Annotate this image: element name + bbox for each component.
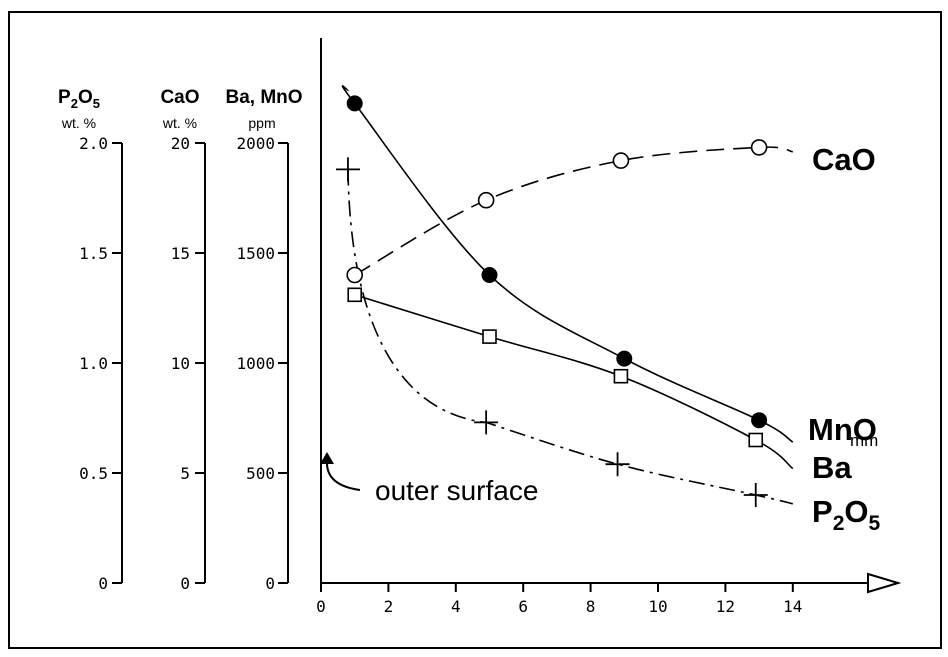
x-tick-label: 0 bbox=[316, 597, 326, 616]
series-p2o5-point bbox=[335, 157, 360, 182]
x-axis-unit: mm bbox=[850, 431, 878, 450]
series-label-p2o5: P2O5 bbox=[812, 494, 881, 535]
series-cao-line bbox=[354, 146, 793, 276]
x-tick-label: 8 bbox=[586, 597, 596, 616]
cao-axis-unit: wt. % bbox=[162, 115, 197, 131]
p2o5-tick-label: 1.5 bbox=[79, 244, 108, 263]
cao-tick-label: 15 bbox=[171, 244, 190, 263]
x-tick-label: 2 bbox=[384, 597, 394, 616]
p2o5-tick-label: 1.0 bbox=[79, 354, 108, 373]
x-tick-label: 14 bbox=[783, 597, 802, 616]
cao-tick-label: 0 bbox=[180, 574, 190, 593]
cao-tick-label: 5 bbox=[180, 464, 190, 483]
p2o5-axis-title: P2O5 bbox=[58, 87, 100, 111]
cao-tick-label: 10 bbox=[171, 354, 190, 373]
series-p2o5-line bbox=[347, 169, 793, 505]
p2o5-tick-label: 0 bbox=[98, 574, 108, 593]
cao-axis-title: CaO bbox=[160, 87, 199, 108]
bamno-tick-label: 1500 bbox=[236, 244, 275, 263]
series-label-ba: Ba bbox=[812, 450, 852, 485]
series-cao-point bbox=[346, 266, 364, 284]
series-label-mno: MnO bbox=[808, 412, 877, 447]
x-tick-label: 10 bbox=[648, 597, 667, 616]
p2o5-tick-label: 0.5 bbox=[79, 464, 108, 483]
bamno-tick-label: 500 bbox=[246, 464, 275, 483]
series-ba-point bbox=[347, 287, 363, 303]
series-label-cao: CaO bbox=[812, 142, 876, 177]
chart-border bbox=[8, 11, 942, 649]
p2o5-axis-unit: wt. % bbox=[61, 115, 96, 131]
series-p2o5-point bbox=[605, 452, 630, 477]
series-cao-point bbox=[612, 152, 630, 169]
series-mno-point bbox=[616, 350, 633, 367]
series-ba-point bbox=[482, 329, 497, 344]
x-axis-arrow bbox=[867, 572, 902, 594]
series-mno-line bbox=[341, 85, 794, 443]
series-ba-point bbox=[613, 368, 629, 384]
outer-surface-pointer bbox=[326, 462, 361, 491]
series-ba-point bbox=[748, 432, 764, 448]
markers-layer bbox=[335, 95, 768, 507]
x-tick-label: 12 bbox=[716, 597, 735, 616]
outer-surface-arrowhead bbox=[320, 452, 334, 464]
bamno-axis-title: Ba, MnO bbox=[225, 87, 302, 108]
series-cao-point bbox=[750, 139, 768, 156]
axes-layer: 0 0.5 1.0 1.5 2.0 0 5 10 15 20 0 500 1000 1500 2000 0 2 4… bbox=[79, 38, 902, 616]
bamno-tick-label: 2000 bbox=[236, 134, 275, 153]
series-p2o5-point bbox=[743, 483, 768, 507]
bamno-axis-unit: ppm bbox=[248, 115, 275, 131]
x-tick-label: 4 bbox=[451, 597, 461, 616]
series-ba-line bbox=[354, 294, 794, 470]
series-mno-point bbox=[346, 95, 363, 112]
series-p2o5-point bbox=[474, 410, 499, 435]
bamno-tick-label: 1000 bbox=[236, 354, 275, 373]
x-tick-label: 6 bbox=[518, 597, 528, 616]
series-mno-point bbox=[751, 412, 768, 429]
bamno-tick-label: 0 bbox=[265, 574, 275, 593]
cao-tick-label: 20 bbox=[171, 134, 190, 153]
curves-layer bbox=[341, 85, 794, 505]
outer-surface-annotation: outer surface bbox=[375, 475, 538, 506]
series-mno-point bbox=[481, 267, 498, 283]
series-cao-point bbox=[477, 191, 495, 209]
p2o5-tick-label: 2.0 bbox=[79, 134, 108, 153]
